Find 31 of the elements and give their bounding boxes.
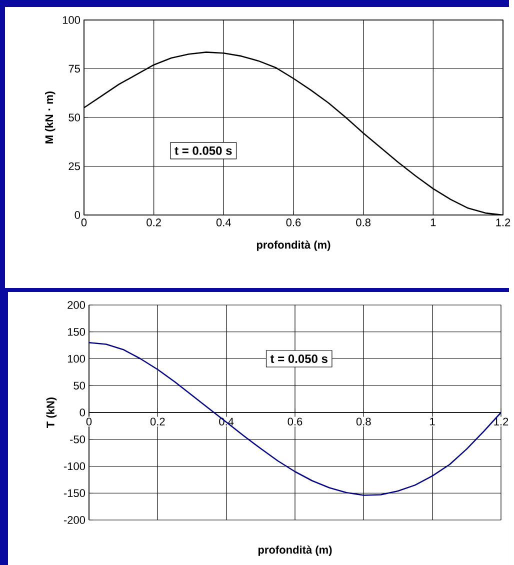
y-tick-label: 0 (80, 408, 86, 416)
y-tick-label: -50 (70, 435, 86, 444)
x-tick-label: 0.2 (150, 418, 165, 426)
annotation: t = 0.050 s (174, 146, 232, 155)
x-tick-label: 0.8 (356, 418, 371, 426)
y-tick-label: 25 (68, 162, 80, 170)
y-tick-label: -100 (64, 462, 86, 470)
x-axis-title: profondità (m) (256, 240, 330, 251)
x-tick-label: 0.4 (216, 218, 231, 226)
x-axis-title: profondità (m) (258, 546, 332, 556)
x-tick-label: 0 (86, 418, 92, 426)
annotation: t = 0.050 s (270, 354, 328, 363)
y-tick-label: 200 (68, 301, 86, 309)
y-tick-label: 100 (62, 16, 80, 24)
y-tick-label: 150 (68, 328, 86, 336)
y-tick-label: -150 (64, 489, 86, 498)
x-tick-label: 1 (430, 418, 435, 426)
y-axis-title: M (kN · m) (45, 91, 56, 144)
y-tick-label: 75 (68, 64, 80, 73)
x-tick-label: 0.2 (146, 218, 161, 226)
x-tick-label: 0.6 (288, 418, 302, 426)
y-tick-label: 100 (68, 354, 86, 363)
y-tick-label: -200 (64, 516, 86, 524)
x-tick-label: 1.2 (496, 218, 510, 226)
y-axis-title: T (kN) (46, 397, 57, 428)
y-tick-label: 50 (68, 114, 80, 122)
y-tick-label: 50 (74, 382, 86, 390)
x-tick-label: 1 (430, 218, 436, 226)
y-tick-label: 0 (74, 211, 80, 219)
x-tick-label: 0.6 (286, 218, 301, 226)
x-tick-label: 0.8 (356, 218, 371, 226)
